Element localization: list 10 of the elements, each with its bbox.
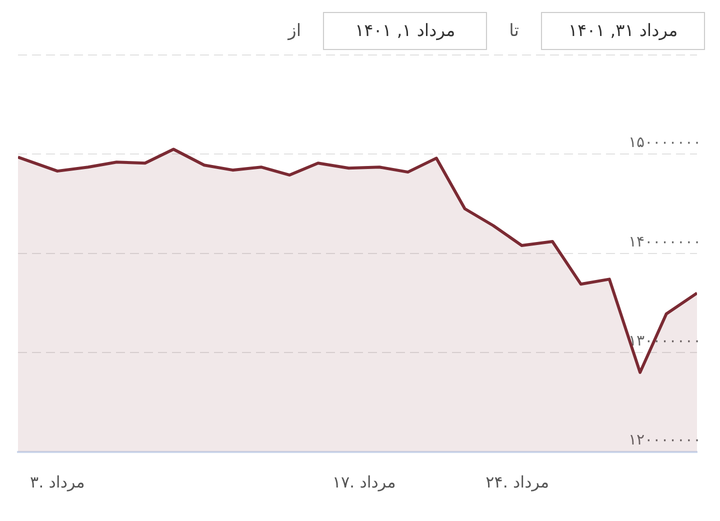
x-tick-label: ۲۴. مرداد — [486, 472, 550, 492]
text: مرداد ۱, ۱۴۰۱ — [323, 12, 488, 50]
text: مرداد ۳۱, ۱۴۰۱ — [541, 12, 705, 50]
text: از — [288, 21, 302, 41]
x-tick-label: ۱۷. مرداد — [332, 472, 396, 492]
y-tick-label: ۱۲۰۰۰۰۰۰۰ — [628, 430, 701, 449]
y-tick-label: ۱۵۰۰۰۰۰۰۰ — [628, 133, 701, 152]
y-tick-label: ۱۴۰۰۰۰۰۰۰ — [628, 232, 701, 250]
x-tick-label: ۳. مرداد — [30, 472, 85, 492]
text: تا — [509, 21, 519, 41]
